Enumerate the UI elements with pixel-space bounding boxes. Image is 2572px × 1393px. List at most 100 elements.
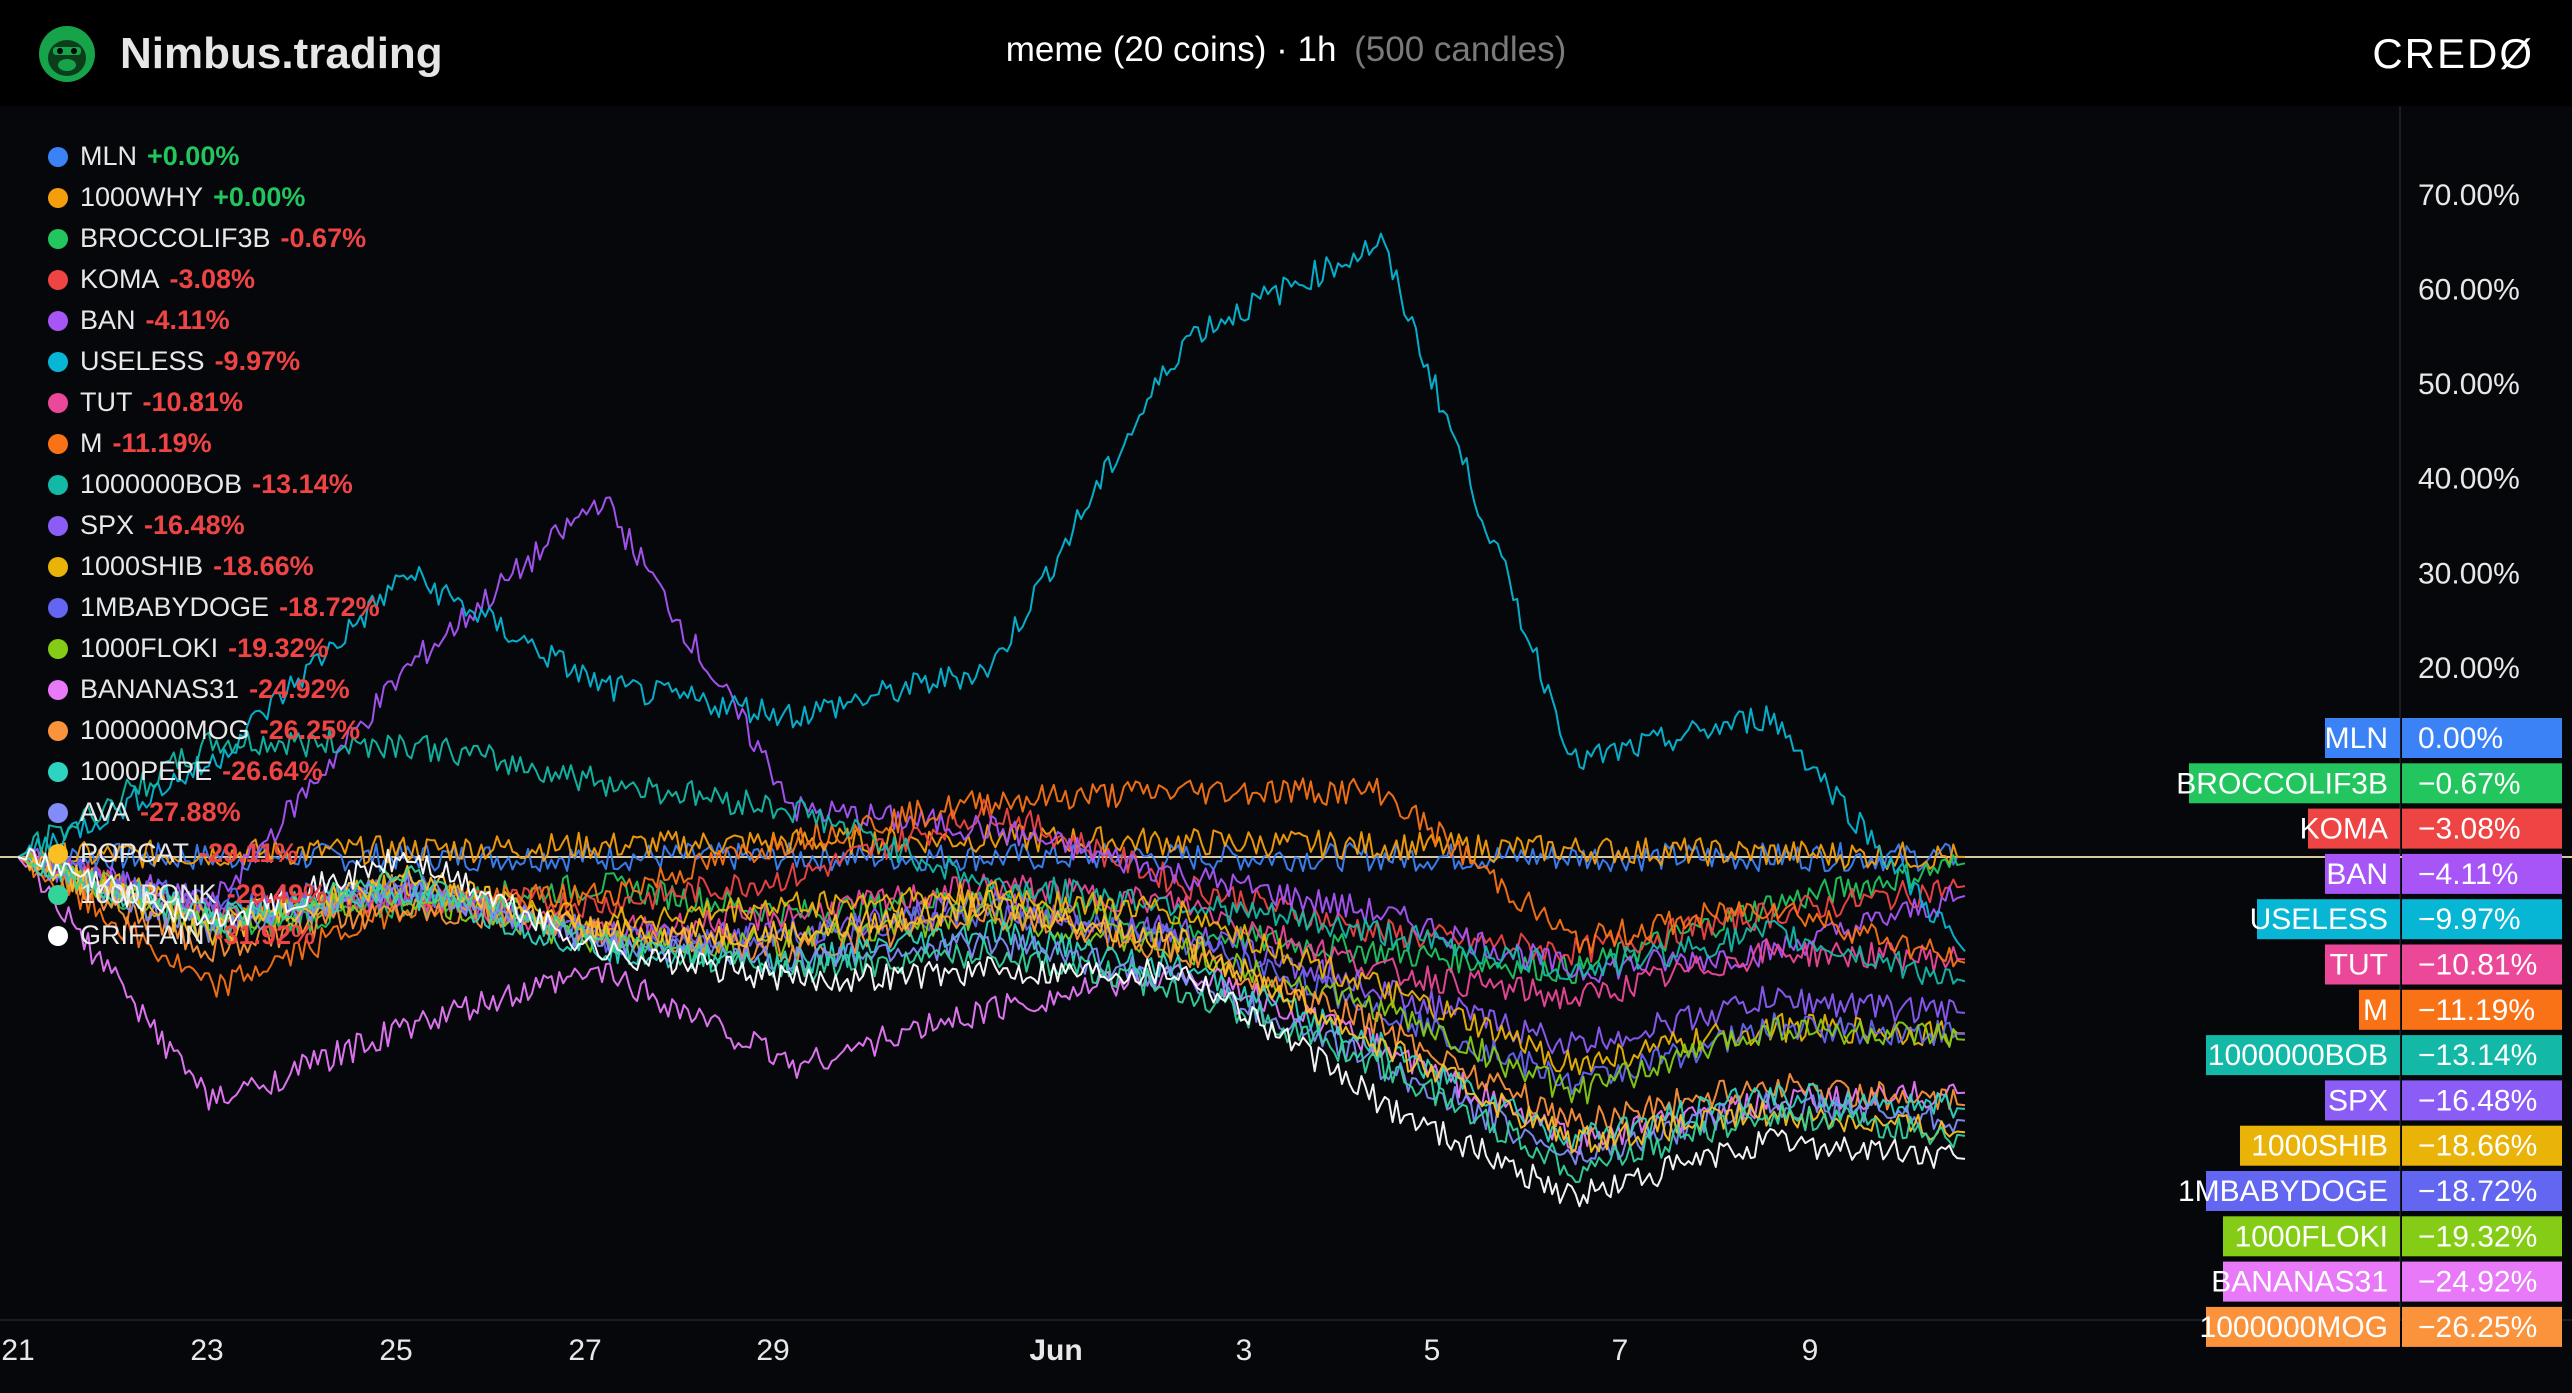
- price-tag-value-text: −9.97%: [2418, 903, 2521, 936]
- legend-item[interactable]: USELESS -9.97%: [48, 341, 380, 382]
- legend-item[interactable]: AVA -27.88%: [48, 792, 380, 833]
- price-tag-value-text: −11.19%: [2418, 994, 2535, 1027]
- price-tag-value-text: −24.92%: [2418, 1266, 2537, 1299]
- series-line-m[interactable]: [17, 777, 1966, 998]
- app-header: Nimbus.trading meme (20 coins) · 1h (500…: [0, 0, 2572, 106]
- price-tag-value-text: −26.25%: [2418, 1311, 2537, 1344]
- legend-dot-icon: [48, 679, 68, 700]
- legend-item[interactable]: 1000WHY +0.00%: [48, 177, 380, 218]
- legend-item[interactable]: BAN -4.11%: [48, 300, 380, 341]
- price-tag-value-text: −10.81%: [2418, 949, 2537, 982]
- brand-name: Nimbus.trading: [120, 29, 443, 78]
- legend-change: -4.11%: [145, 305, 230, 335]
- legend-dot-icon: [48, 925, 68, 946]
- credo-logo[interactable]: CREDØ: [2372, 30, 2534, 77]
- legend-name: 1000000MOG: [80, 715, 250, 745]
- legend-change: -24.92%: [249, 674, 350, 704]
- legend-item[interactable]: POPCAT -29.11%: [48, 833, 380, 874]
- legend-dot-icon: [48, 228, 68, 249]
- price-tag-value: [2402, 1171, 2562, 1211]
- price-tag-name-text: 1000FLOKI: [2235, 1220, 2388, 1253]
- price-tag-name: [2240, 1125, 2400, 1166]
- legend-name: 1000WHY: [80, 182, 204, 212]
- legend-item[interactable]: 1000SHIB -18.66%: [48, 546, 380, 587]
- y-tick-label: 40.00%: [2418, 463, 2520, 496]
- series-line-bananas31[interactable]: [17, 856, 1966, 1155]
- legend-dot-icon: [48, 146, 68, 167]
- legend-item[interactable]: KOMA -3.08%: [48, 259, 380, 300]
- price-tag-name: [2325, 718, 2400, 758]
- legend-change: -10.81%: [142, 387, 244, 417]
- legend-change: -27.88%: [140, 797, 241, 827]
- legend-item[interactable]: SPX -16.48%: [48, 505, 380, 546]
- legend-name: BAN: [80, 305, 136, 335]
- series-line-ban[interactable]: [17, 496, 1966, 984]
- title-sub: (500 candles): [1354, 30, 1567, 69]
- price-tag-name: [2359, 989, 2400, 1030]
- legend-dot-icon: [48, 269, 68, 290]
- price-tag-name: [2206, 1306, 2400, 1347]
- legend-dot-icon: [48, 802, 68, 823]
- x-tick-label: 25: [379, 1334, 412, 1367]
- legend-change: +0.00%: [213, 182, 306, 212]
- price-tag-name-text: MLN: [2325, 722, 2388, 755]
- y-tick-label: 20.00%: [2418, 652, 2520, 685]
- price-tag-name-text: BANANAS31: [2211, 1266, 2388, 1299]
- price-tag-name: [2325, 853, 2400, 894]
- price-tag-name-text: 1000000MOG: [2200, 1311, 2388, 1344]
- legend-item[interactable]: MLN +0.00%: [48, 136, 380, 177]
- legend-name: MLN: [80, 141, 138, 171]
- x-tick-label: 9: [1802, 1334, 1819, 1367]
- legend-change: -13.14%: [252, 469, 353, 499]
- legend-change: -3.08%: [169, 264, 256, 294]
- legend-item[interactable]: 1000FLOKI -19.32%: [48, 628, 380, 669]
- legend-item[interactable]: BANANAS31 -24.92%: [48, 669, 380, 710]
- legend-name: 1000FLOKI: [80, 633, 219, 663]
- price-tag-name: [2223, 1261, 2400, 1302]
- legend-dot-icon: [48, 187, 68, 208]
- legend-name: M: [80, 428, 103, 458]
- series-line-griffain[interactable]: [17, 847, 1966, 1208]
- series-line-useless[interactable]: [17, 232, 1966, 952]
- legend-item[interactable]: 1000000BOB -13.14%: [48, 464, 380, 505]
- legend-item[interactable]: 1000PEPE -26.64%: [48, 751, 380, 792]
- legend-item[interactable]: 1MBABYDOGE -18.72%: [48, 587, 380, 628]
- price-tag-value-text: −16.48%: [2418, 1084, 2537, 1117]
- series-line-popcat[interactable]: [17, 855, 1966, 1154]
- legend-name: USELESS: [80, 346, 205, 376]
- legend-dot-icon: [48, 433, 68, 454]
- price-tag-value: [2402, 763, 2562, 804]
- price-tag-value: [2402, 853, 2562, 894]
- series-line-mln[interactable]: [18, 841, 1965, 873]
- series-line-1000why[interactable]: [17, 823, 1966, 872]
- series-line-1000floki[interactable]: [17, 850, 1966, 1105]
- price-tag-name-text: SPX: [2328, 1084, 2388, 1117]
- price-tag-value: [2402, 718, 2562, 758]
- series-line-1000pepe[interactable]: [17, 853, 1966, 1151]
- legend-item[interactable]: BROCCOLIF3B -0.67%: [48, 218, 380, 259]
- legend-dot-icon: [48, 392, 68, 413]
- legend-dot-icon: [48, 597, 68, 618]
- price-tag-value-text: −19.32%: [2418, 1220, 2537, 1253]
- legend-item[interactable]: GRIFFAIN -31.92%: [48, 915, 380, 956]
- y-tick-label: 70.00%: [2418, 179, 2520, 212]
- legend-item[interactable]: 1000BONK -29.49%: [48, 874, 380, 915]
- legend-item[interactable]: TUT -10.81%: [48, 382, 380, 423]
- legend-change: -29.49%: [226, 879, 328, 909]
- legend-name: BROCCOLIF3B: [80, 223, 271, 253]
- price-tag-name-text: KOMA: [2300, 813, 2388, 846]
- price-tag-name-text: 1000SHIB: [2251, 1130, 2388, 1163]
- legend-item[interactable]: M -11.19%: [48, 423, 380, 464]
- legend-name: 1000BONK: [80, 879, 217, 909]
- legend-item[interactable]: 1000000MOG -26.25%: [48, 710, 380, 751]
- legend-name: SPX: [80, 510, 135, 540]
- brand[interactable]: Nimbus.trading: [38, 24, 443, 84]
- legend-name: 1000000BOB: [80, 469, 243, 499]
- series-line-1000bonk[interactable]: [17, 855, 1966, 1183]
- price-tag-name: [2189, 763, 2400, 804]
- x-tick-label: 7: [1612, 1334, 1629, 1367]
- legend-dot-icon: [48, 515, 68, 536]
- price-tag-value-text: −3.08%: [2418, 813, 2521, 846]
- legend-change: -11.19%: [112, 428, 212, 458]
